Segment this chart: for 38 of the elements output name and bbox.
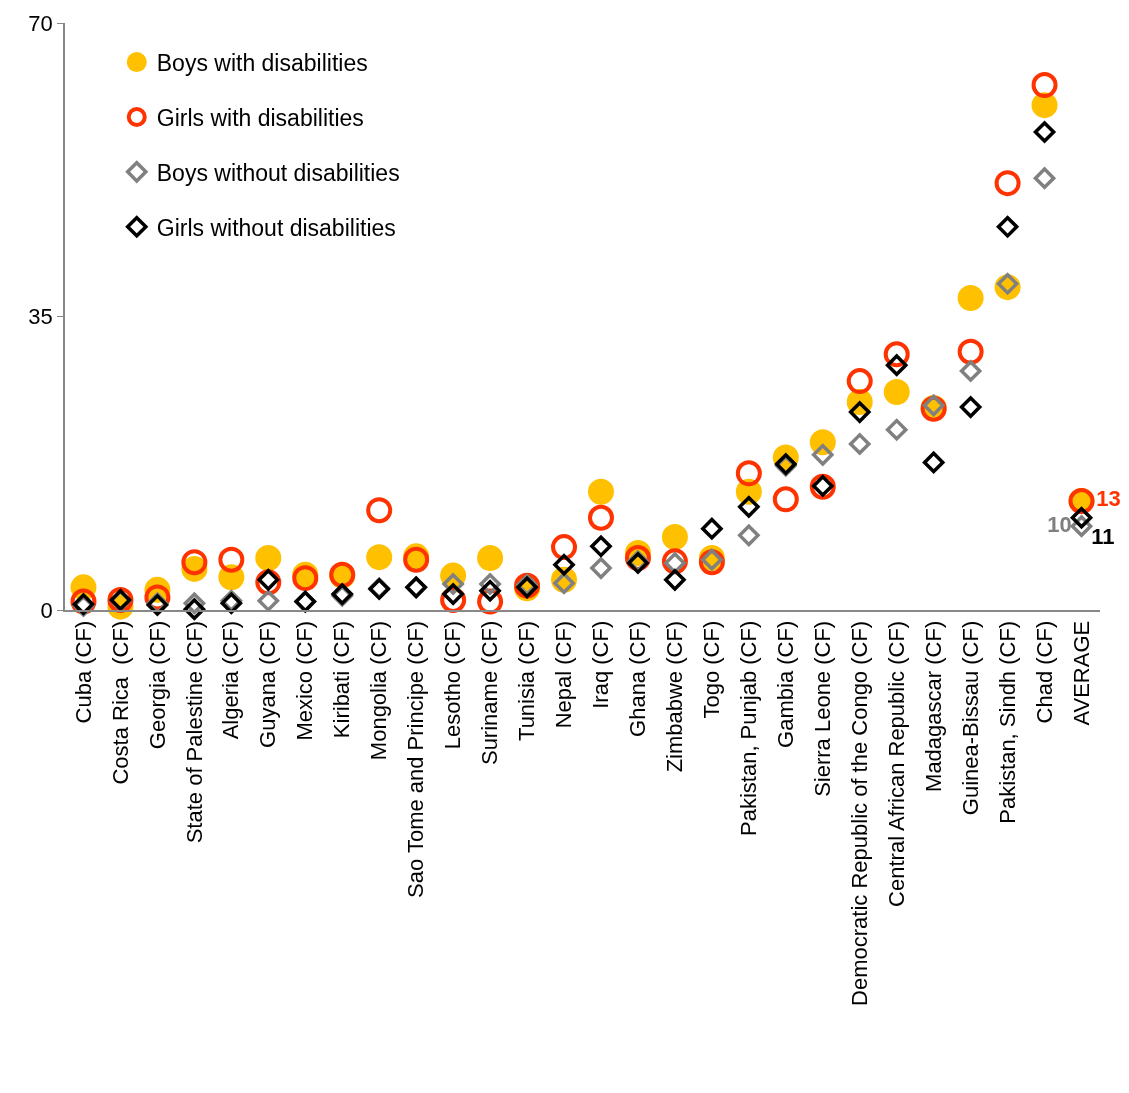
x-tick-label: Lesotho (CF) [440, 620, 466, 750]
x-tick-label: State of Palestine (CF) [181, 620, 207, 844]
x-tick-label: Iraq (CF) [588, 620, 614, 709]
x-tick-label: Suriname (CF) [477, 620, 503, 766]
x-tick-label: Gambia (CF) [772, 620, 798, 748]
x-tick-label: Sao Tome and Principe (CF) [403, 620, 429, 898]
x-tick-label: Guinea-Bissau (CF) [957, 620, 983, 816]
y-tick-label: 35 [28, 304, 53, 330]
y-tick-label: 0 [40, 597, 53, 623]
x-tick-label: Nepal (CF) [551, 620, 577, 729]
x-tick-label: Mexico (CF) [292, 620, 318, 741]
x-tick-label: Democratic Republic of the Congo (CF) [846, 620, 872, 1006]
data-label: 10 [1047, 511, 1072, 537]
x-tick-label: Togo (CF) [699, 620, 725, 719]
x-tick-label: Algeria (CF) [218, 620, 244, 740]
x-tick-label: Zimbabwe (CF) [662, 620, 688, 773]
x-tick-label: Central African Republic (CF) [883, 620, 909, 907]
x-tick-label: Costa Rica (CF) [107, 620, 133, 785]
x-tick-label: Pakistan, Sindh (CF) [994, 620, 1020, 824]
x-tick-label: Cuba (CF) [70, 620, 96, 724]
x-tick-label: Madagascar (CF) [920, 620, 946, 792]
x-tick-label: Tunisia (CF) [514, 620, 540, 741]
legend-label: Boys with disabilities [156, 50, 368, 77]
y-tick-label: 70 [28, 10, 53, 36]
data-label: 11 [1091, 524, 1115, 550]
x-tick-label: Mongolia (CF) [366, 620, 392, 761]
x-tick-label: Ghana (CF) [625, 620, 651, 737]
x-tick-label: Chad (CF) [1031, 620, 1057, 724]
x-tick-label: Sierra Leone (CF) [809, 620, 835, 797]
x-tick-label: Guyana (CF) [255, 620, 281, 748]
legend-label: Girls without disabilities [156, 214, 396, 241]
x-tick-label: Georgia (CF) [144, 620, 170, 750]
x-tick-label: Kiribati (CF) [329, 620, 355, 739]
x-tick-label: AVERAGE [1068, 620, 1094, 726]
data-label: 13 [1096, 486, 1121, 512]
legend-label: Boys without disabilities [156, 159, 400, 186]
x-tick-label: Pakistan, Punjab (CF) [735, 620, 761, 836]
legend-label: Girls with disabilities [156, 104, 364, 131]
